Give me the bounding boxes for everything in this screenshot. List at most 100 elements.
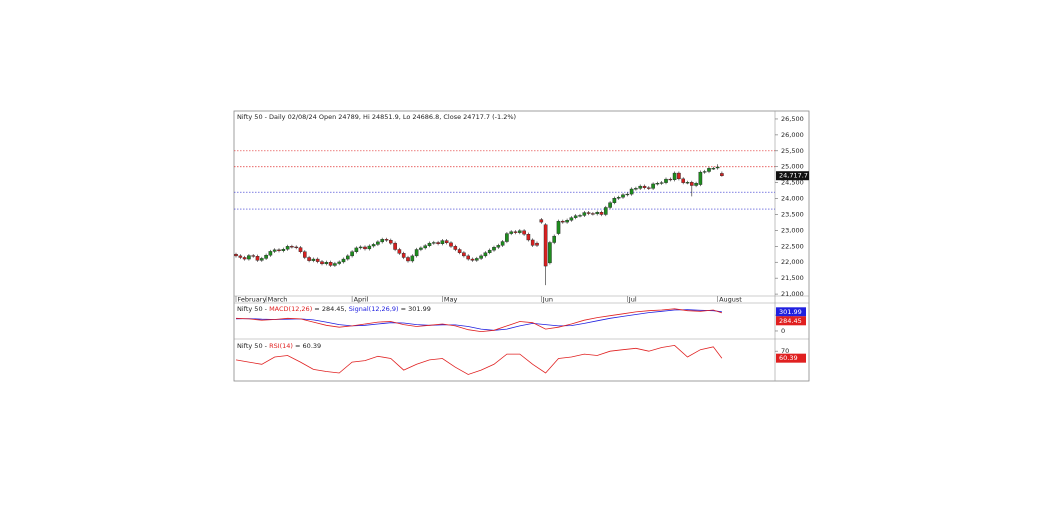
value-tag [776, 316, 806, 326]
y-tick-label: 25,000 [781, 163, 804, 171]
value-tag-label: 60.39 [779, 354, 798, 362]
title-text: Nifty 50 - [237, 305, 269, 313]
candle-body [466, 255, 471, 260]
candle-body [530, 239, 535, 246]
candle-body [242, 257, 247, 260]
candle-body [449, 242, 453, 247]
candle-body [720, 173, 724, 176]
y-tick-label: 25,500 [781, 147, 804, 155]
candle-body [251, 255, 256, 257]
x-tick-label: March [268, 296, 288, 304]
candle-body [479, 255, 483, 259]
last-price-tag [776, 171, 809, 181]
title-text: = 60.39 [293, 342, 321, 350]
candle-body [496, 245, 501, 248]
candle-body [685, 182, 690, 184]
candle-body [522, 230, 526, 235]
candle-body [470, 258, 475, 261]
candle-body [324, 262, 329, 265]
candle-body [363, 246, 367, 250]
candle-body [492, 247, 496, 251]
candle-body [358, 246, 363, 249]
candle-body [290, 246, 294, 248]
candle-body [681, 178, 685, 183]
x-tick-label: August [719, 296, 742, 304]
candle-body [573, 215, 578, 218]
candle-body [367, 245, 372, 250]
candle-body [690, 182, 694, 186]
candle-body [552, 235, 556, 243]
candle-body [393, 242, 397, 250]
candle-body [668, 178, 673, 181]
x-tick-label: Jun [542, 296, 553, 304]
x-tick-label: Jul [628, 296, 637, 304]
candle-body [711, 168, 716, 170]
candle-body [548, 242, 552, 264]
x-tick-label: February [238, 296, 267, 304]
candle-body [423, 245, 428, 249]
candle-body [604, 207, 608, 215]
candle-body [715, 166, 720, 169]
indicator-line [235, 308, 723, 333]
candle-body [621, 194, 625, 198]
candle-body [303, 251, 307, 258]
candle-body [234, 254, 238, 257]
candle-body [277, 249, 281, 251]
candle-body [659, 182, 664, 184]
x-tick-label: April [354, 296, 369, 304]
panel-title: Nifty 50 - RSI(14) = 60.39 [237, 342, 321, 350]
candle-body [260, 258, 264, 261]
y-tick-label: 0 [781, 327, 785, 335]
candle-body [255, 255, 260, 261]
candle-body [487, 249, 492, 253]
legend-entry: MACD(12,26) [269, 305, 312, 313]
candle-body [565, 220, 569, 223]
candle-body [285, 246, 290, 250]
candle-body [350, 251, 354, 257]
candle-body [457, 249, 462, 253]
candle-body [595, 212, 599, 215]
y-tick-label: 22,000 [781, 258, 804, 266]
candle-body [427, 242, 432, 246]
candle-body [539, 219, 544, 223]
candle-body [578, 215, 582, 217]
candle-body [664, 178, 668, 183]
candle-body [698, 171, 703, 185]
legend-entry: Signal(12,26,9) [349, 305, 399, 313]
candle-body [535, 242, 539, 246]
candle-body [440, 240, 445, 244]
chart-frame [233, 110, 810, 382]
candle-body [414, 249, 419, 257]
candle-body [702, 171, 707, 173]
candle-body [264, 255, 268, 259]
candle-body [556, 220, 561, 234]
candle-body [561, 220, 565, 223]
candle-body [294, 246, 299, 248]
candle-body [268, 251, 273, 256]
chart-title: Nifty 50 - Daily 02/08/24 Open 24789, Hi… [237, 113, 516, 121]
title-text: = 284.45, [312, 305, 348, 313]
candle-body [328, 262, 333, 266]
value-tag [776, 307, 806, 317]
candle-body [337, 261, 342, 264]
candle-body [569, 217, 574, 221]
y-tick-label: 24,000 [781, 195, 804, 203]
candle-body [462, 252, 466, 257]
candle-body [371, 244, 376, 247]
candle-body [647, 187, 651, 189]
candle-body [432, 242, 436, 244]
candle-body [608, 202, 612, 208]
candle-body [483, 252, 488, 257]
candle-body [638, 185, 642, 189]
candle-body [320, 261, 324, 265]
candle-body [586, 212, 591, 214]
candle-body [376, 241, 380, 245]
candle-body [505, 233, 509, 242]
y-tick-label: 22,500 [781, 242, 804, 250]
legend-entry: RSI(14) [269, 342, 293, 350]
candle-body [281, 248, 286, 251]
candle-body [247, 255, 251, 260]
candle-body [629, 188, 634, 195]
candle-body [591, 213, 595, 215]
value-tag [776, 353, 806, 363]
